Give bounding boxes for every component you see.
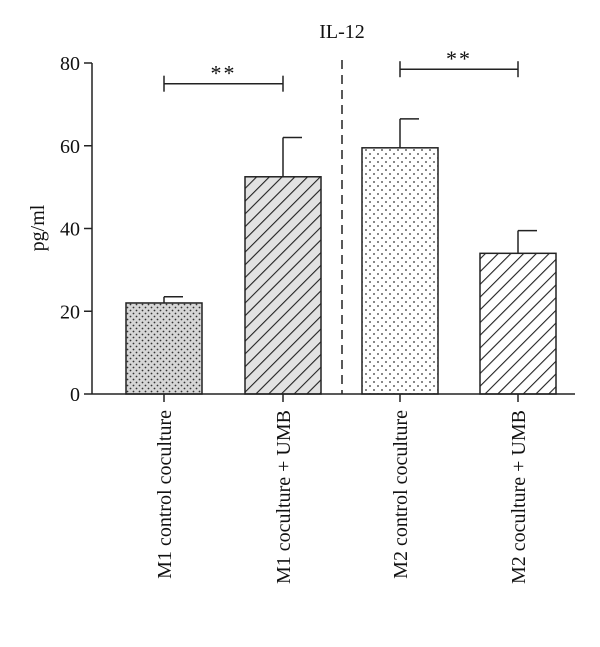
significance-bracket-1: ** bbox=[163, 61, 284, 92]
chart-title: IL-12 bbox=[319, 21, 365, 43]
category-label-1: M1 control coculture bbox=[154, 410, 176, 579]
error-bar-3 bbox=[399, 118, 419, 148]
bar-2 bbox=[244, 176, 322, 395]
significance-bracket-2: ** bbox=[399, 46, 519, 78]
y-tick-label: 80 bbox=[60, 53, 80, 75]
category-label-4: M2 coculture + UMB bbox=[508, 410, 530, 584]
error-bar-2 bbox=[282, 136, 302, 177]
significance-label: ** bbox=[446, 46, 472, 71]
category-label-3: M2 control coculture bbox=[390, 410, 412, 579]
y-axis: 0 20 40 60 80 bbox=[60, 53, 93, 406]
category-labels: M1 control coculture M1 coculture + UMB M2… bbox=[154, 410, 530, 584]
bar-4 bbox=[479, 252, 557, 395]
x-axis bbox=[92, 393, 575, 402]
error-bar-1 bbox=[163, 296, 183, 303]
y-tick-label: 40 bbox=[60, 219, 80, 241]
category-label-2: M1 coculture + UMB bbox=[273, 410, 295, 584]
bar-1 bbox=[125, 302, 203, 395]
bars-group bbox=[125, 147, 557, 395]
y-tick-label: 20 bbox=[60, 301, 80, 323]
y-axis-title: pg/ml bbox=[27, 204, 49, 251]
significance-group: ** ** bbox=[163, 46, 519, 92]
error-bars-group bbox=[163, 118, 537, 303]
y-tick-label: 0 bbox=[70, 384, 80, 406]
significance-label: ** bbox=[211, 61, 237, 86]
y-tick-label: 60 bbox=[60, 136, 80, 158]
bar-3 bbox=[361, 147, 439, 395]
error-bar-4 bbox=[517, 229, 537, 254]
